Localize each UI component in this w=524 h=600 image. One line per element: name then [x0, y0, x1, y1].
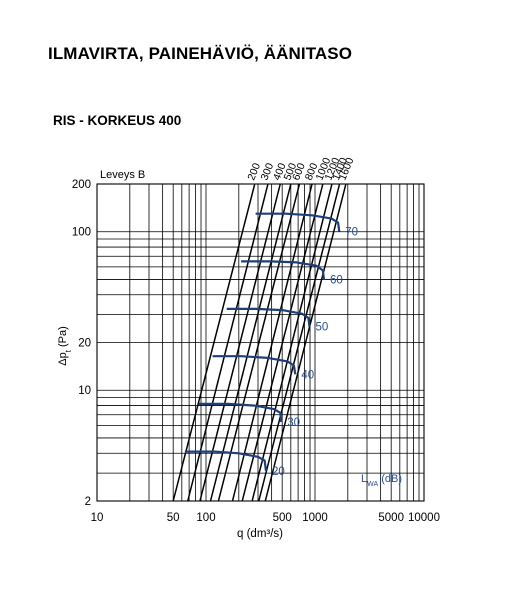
sound-curve-label-30: 30	[287, 417, 300, 429]
sound-curve-label-60: 60	[330, 274, 343, 286]
x-tick-labels: 10 50 100 500 1000 5000 10000	[91, 512, 440, 524]
width-line-200	[172, 183, 256, 502]
x-tick-label: 1000	[302, 512, 328, 524]
sound-curve-40	[212, 355, 297, 375]
x-tick-label: 10	[91, 512, 104, 524]
y-tick-label: 20	[78, 338, 91, 350]
width-line-1600	[264, 183, 347, 502]
sound-curve-60	[241, 260, 326, 280]
x-tick-label: 500	[273, 512, 292, 524]
x-tick-label: 10000	[408, 512, 440, 524]
chart-subtitle: RIS - KORKEUS 400	[53, 113, 182, 128]
y-tick-label: 200	[72, 179, 91, 191]
width-line-1000	[241, 183, 324, 502]
width-line-300	[187, 183, 269, 502]
page-title: ILMAVIRTA, PAINEHÄVIÖ, ÄÄNITASO	[48, 44, 353, 63]
width-line-500	[209, 183, 292, 502]
sound-curve-label-70: 70	[345, 227, 358, 239]
width-line-1200	[251, 183, 333, 502]
x-axis-label: q (dm³/s)	[237, 528, 283, 540]
sound-curve-label-50: 50	[315, 322, 328, 334]
y-tick-labels: 2 10 20 100 200	[72, 179, 91, 508]
y-tick-label: 2	[85, 496, 91, 508]
grid	[96, 183, 424, 502]
x-tick-label: 50	[167, 512, 180, 524]
corner-label: Leveys B	[100, 169, 145, 181]
sound-curve-70	[255, 212, 341, 232]
width-line-1400	[258, 183, 341, 502]
x-tick-label: 100	[196, 512, 215, 524]
width-line-800	[231, 183, 313, 502]
sound-curve-50	[226, 307, 311, 327]
sound-curve-label-20: 20	[272, 466, 285, 478]
sound-curve-label-40: 40	[301, 369, 314, 381]
sound-curve-20	[184, 450, 268, 471]
sound-level-curves: 20 30 40 50 60 70	[184, 212, 358, 478]
plot-frame	[96, 183, 425, 502]
sound-curve-30	[198, 402, 283, 423]
x-tick-label: 5000	[378, 512, 404, 524]
width-line-400	[199, 183, 281, 502]
y-axis-label: Δpt (Pa)	[57, 326, 73, 366]
width-line-600	[217, 183, 301, 502]
y-tick-label: 10	[78, 385, 91, 397]
sound-level-legend: LWA (dB)	[361, 473, 402, 488]
y-tick-label: 100	[72, 227, 91, 239]
